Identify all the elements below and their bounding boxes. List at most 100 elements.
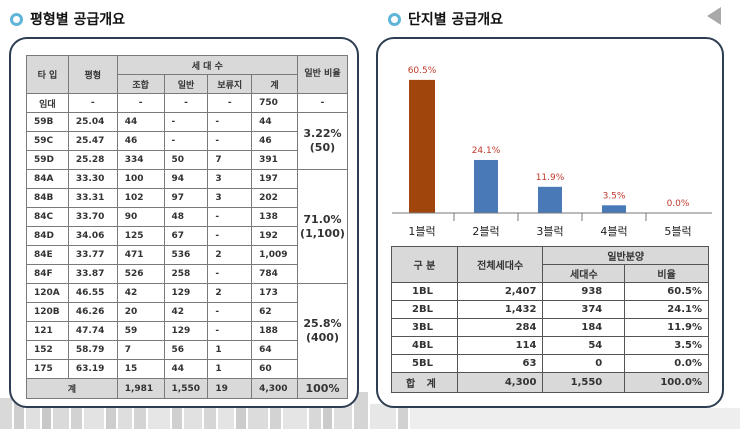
table-cell: 784: [251, 264, 298, 284]
total-general: 1,550: [163, 378, 209, 399]
table-cell: -: [163, 93, 209, 113]
table-row: 84A 33.30 100 94 3 197 71.0% (1,100): [26, 169, 349, 284]
table-cell: -: [67, 93, 118, 113]
table-cell: 임대: [26, 93, 69, 113]
table-cell: 84B: [26, 188, 69, 208]
table-cell: 129: [163, 321, 209, 341]
table-cell: 3.5%: [624, 336, 709, 355]
table-cell: 63.19: [67, 359, 118, 379]
table-cell: 64: [251, 340, 298, 360]
table-cell: 46.55: [67, 283, 118, 303]
table-cell: -: [207, 302, 253, 322]
table-row: 임대 - - - -750-: [26, 93, 349, 113]
table-cell: 47.74: [67, 321, 118, 341]
header-block: 구 분: [391, 246, 458, 283]
header-total: 계: [251, 74, 298, 94]
table-cell: 84D: [26, 226, 69, 246]
table-cell: 7: [207, 150, 253, 170]
header-general-sale: 일반분양: [542, 246, 709, 265]
header-ratio: 일반 비율: [296, 55, 349, 94]
total-label: 계: [26, 378, 118, 399]
table-cell: 129: [163, 283, 209, 303]
table-cell: 1: [207, 359, 253, 379]
table-cell: 258: [163, 264, 209, 284]
table-cell: 63: [456, 354, 544, 373]
table-cell: 125: [116, 226, 165, 246]
table-cell: 192: [251, 226, 298, 246]
table-cell: -: [207, 264, 253, 284]
complex-total-label: 합 계: [391, 372, 458, 393]
table-cell: 44: [251, 112, 298, 132]
right-section-title: 단지별 공급개요: [388, 9, 503, 29]
header-units: 세 대 수: [116, 55, 298, 75]
table-cell: 102: [116, 188, 165, 208]
table-cell: 3: [207, 169, 253, 189]
bar-value-label: 3.5%: [603, 191, 626, 201]
table-cell: 100: [116, 169, 165, 189]
table-cell: 1,009: [251, 245, 298, 265]
table-cell: 59D: [26, 150, 69, 170]
table-cell: -: [163, 131, 209, 151]
table-cell: -: [207, 321, 253, 341]
table-cell: 90: [116, 207, 165, 227]
table-cell: 33.70: [67, 207, 118, 227]
table-cell: -: [207, 93, 253, 113]
table-cell: 94: [163, 169, 209, 189]
table-cell: 59C: [26, 131, 69, 151]
bar-value-label: 0.0%: [667, 199, 690, 209]
table-cell: 284: [456, 318, 544, 337]
table-cell: 0.0%: [624, 354, 709, 373]
table-cell: 62: [251, 302, 298, 322]
ratio-percent: 25.8%: [303, 317, 342, 330]
bar-value-label: 24.1%: [472, 146, 501, 156]
table-row: 84D 34.06 125 67-192: [26, 226, 348, 246]
table-cell: -: [207, 112, 253, 132]
complex-total-sale: 1,550: [542, 372, 626, 393]
table-cell: 56: [163, 340, 209, 360]
complex-supply-table: 구 분 전체세대수 일반분양 세대수 비율 1BL 2,407 938 60.5% 2B…: [391, 246, 709, 393]
table-cell: 1: [207, 340, 253, 360]
general-ratio-cell: -: [296, 93, 349, 113]
table-cell: 25.47: [67, 131, 118, 151]
type-supply-table: 타 입 평형 세 대 수 일반 비율 조합 일반 보류지 계 임대 - - - -750…: [26, 55, 349, 399]
table-cell: 121: [26, 321, 69, 341]
table-cell: 44: [116, 112, 165, 132]
table-cell: 59B: [26, 112, 69, 132]
complex-total-ratio: 100.0%: [624, 372, 709, 393]
right-title-text: 단지별 공급개요: [408, 12, 504, 28]
back-arrow-icon[interactable]: [707, 7, 721, 25]
table-cell: 526: [116, 264, 165, 284]
table-cell: 536: [163, 245, 209, 265]
table-cell: 42: [163, 302, 209, 322]
table-cell: 15: [116, 359, 165, 379]
table-cell: 4BL: [391, 336, 458, 355]
header-sale-units: 세대수: [542, 264, 626, 283]
table-cell: 34.06: [67, 226, 118, 246]
header-union: 조합: [116, 74, 165, 94]
table-cell: 152: [26, 340, 69, 360]
table-cell: 67: [163, 226, 209, 246]
complex-table-body: 1BL 2,407 938 60.5% 2BL 1,432 374 24.1% 3BL 284 18…: [391, 282, 709, 373]
table-cell: 42: [116, 283, 165, 303]
left-title-text: 평형별 공급개요: [30, 12, 126, 28]
table-cell: 750: [251, 93, 298, 113]
table-cell: 25.28: [67, 150, 118, 170]
table-cell: 138: [251, 207, 298, 227]
bar-2: [474, 159, 498, 213]
table-cell: 46: [251, 131, 298, 151]
total-ratio: 100%: [296, 378, 349, 399]
circle-bullet-icon: [388, 12, 401, 26]
table-cell: 33.77: [67, 245, 118, 265]
ratio-percent: 71.0%: [303, 212, 342, 226]
table-cell: 202: [251, 188, 298, 208]
category-label: 2블럭: [472, 225, 499, 238]
table-cell: 197: [251, 169, 298, 189]
table-cell: 33.30: [67, 169, 118, 189]
table-row: 84C 33.70 90 48-138: [26, 207, 348, 227]
type-table-body: 임대 - - - -750-59B 25.04 44- -44 3.22% (50) 59C 25.4…: [26, 93, 349, 379]
complex-total-units: 4,300: [456, 372, 544, 393]
table-cell: 173: [251, 283, 298, 303]
table-cell: 59: [116, 321, 165, 341]
table-row: 120B 46.26 20 42-62: [26, 302, 348, 322]
table-cell: 471: [116, 245, 165, 265]
